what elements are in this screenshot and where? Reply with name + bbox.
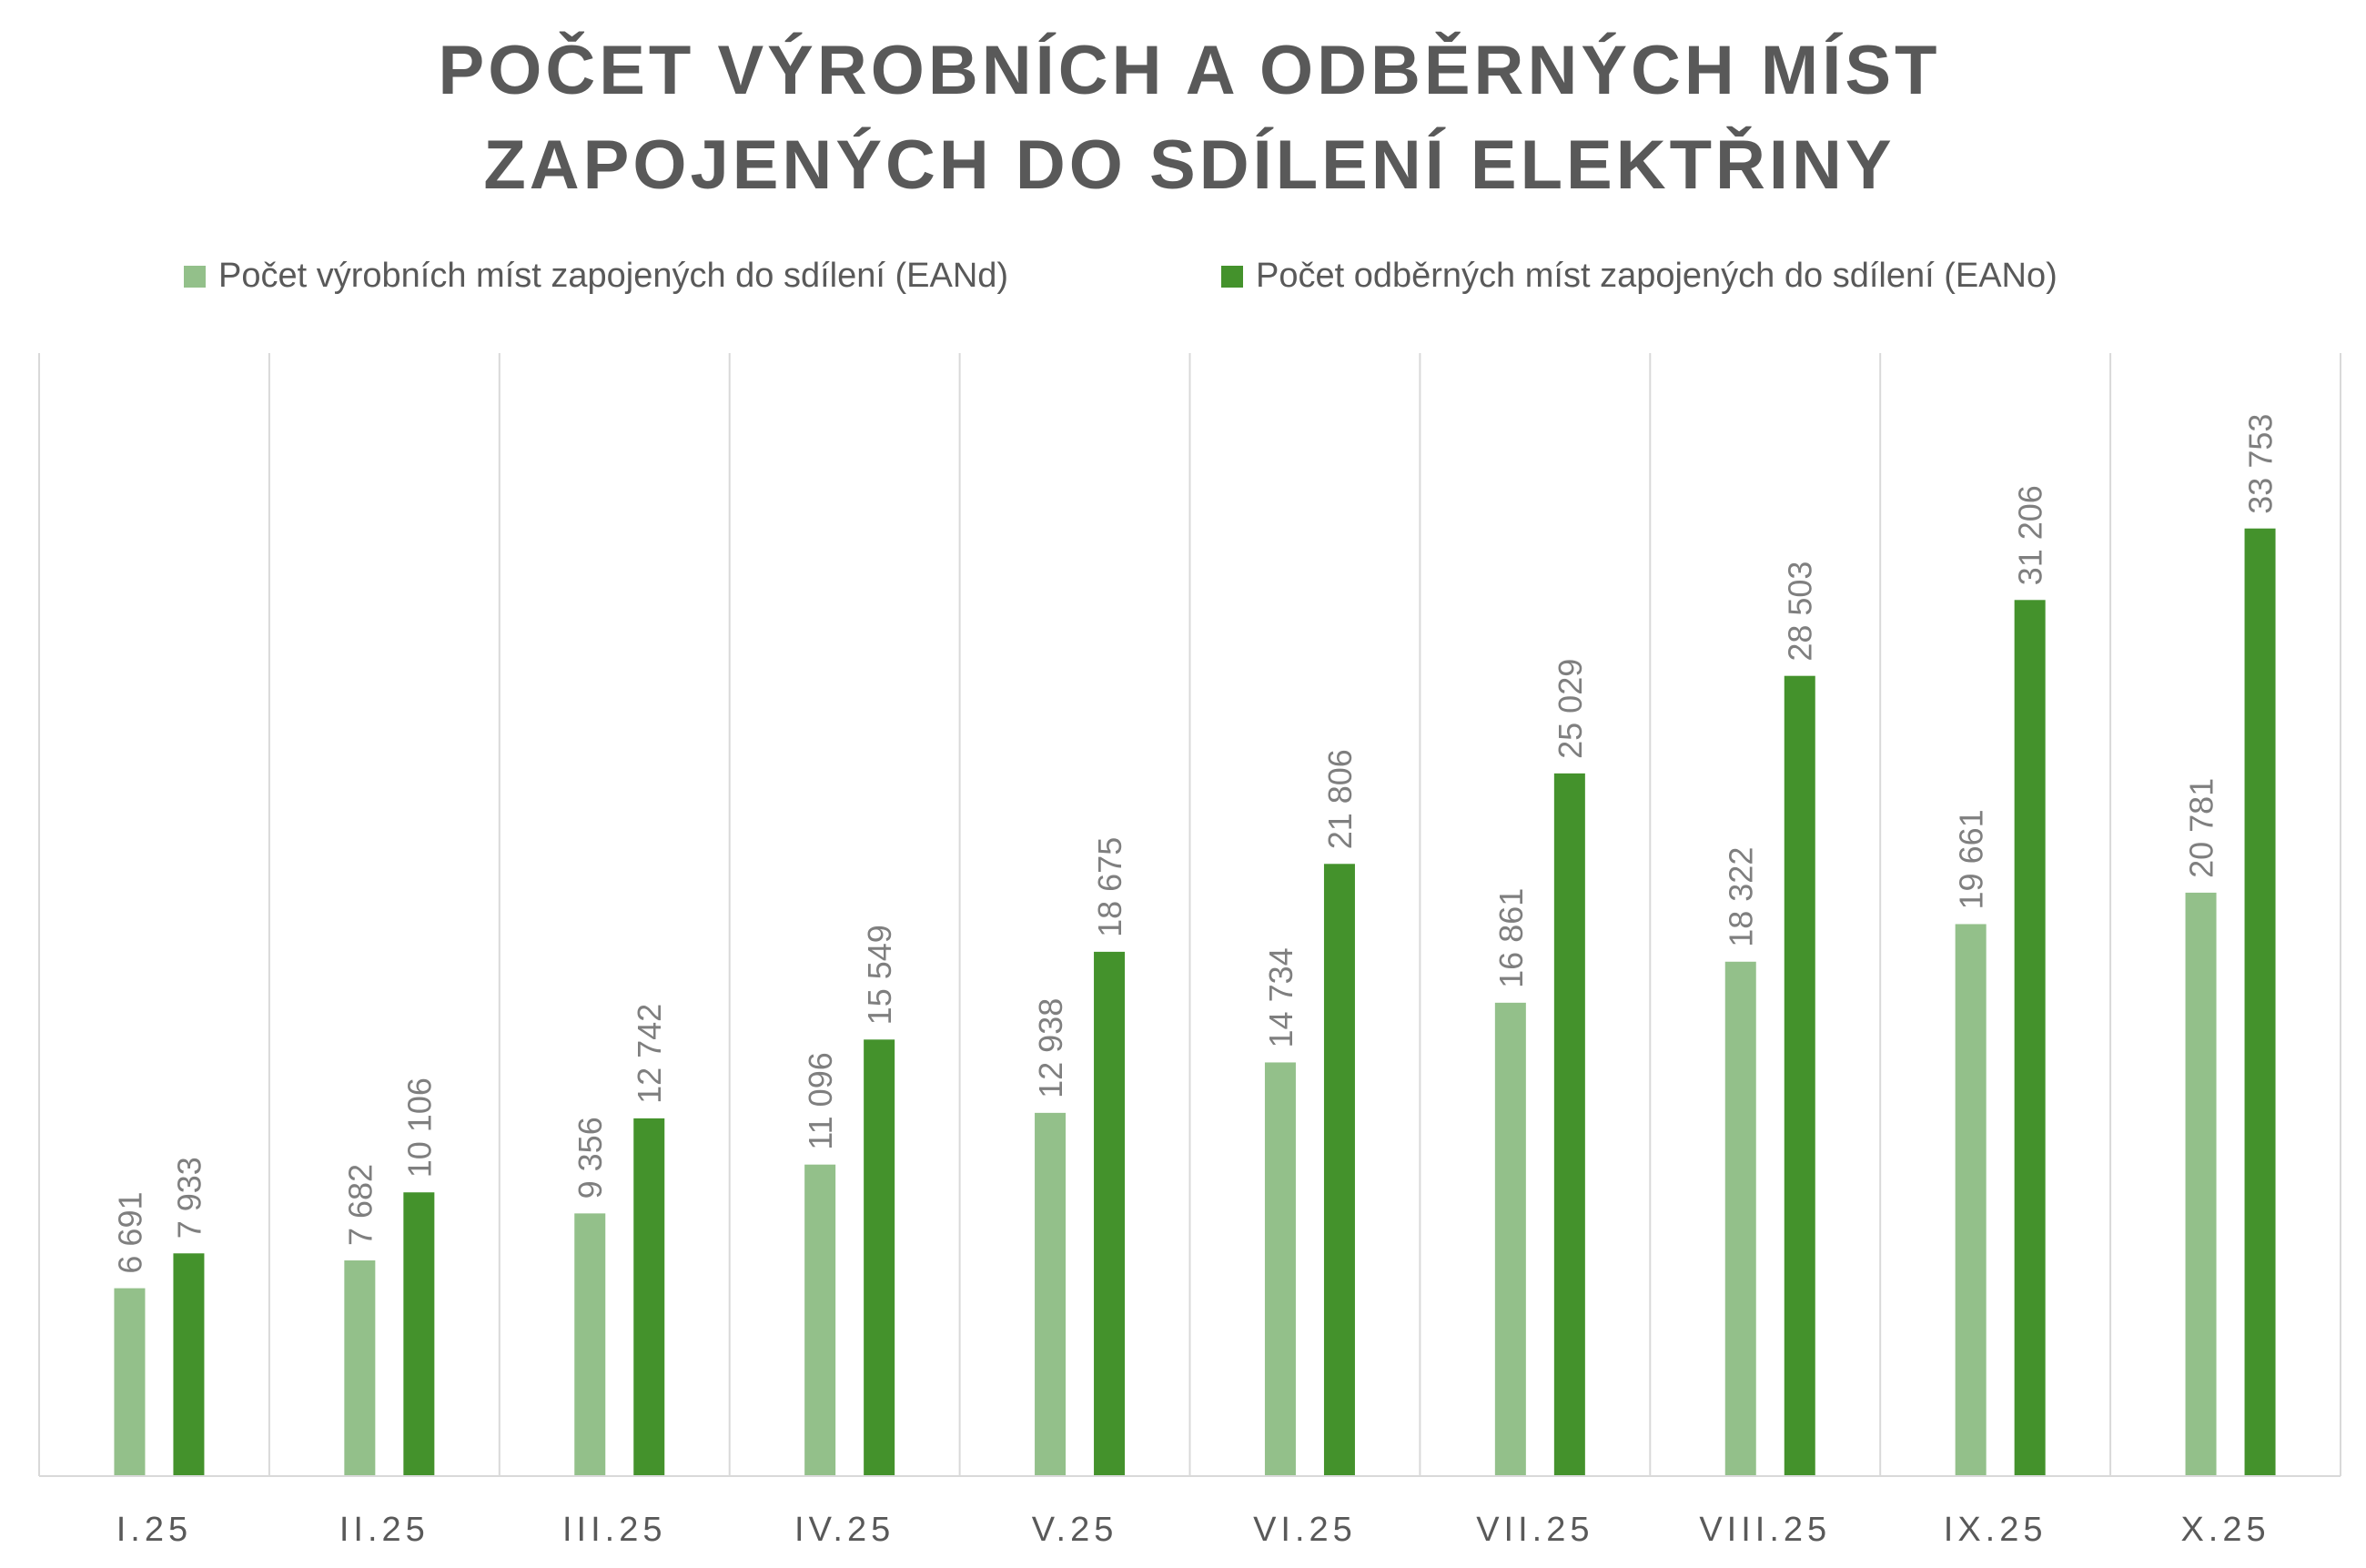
x-tick-label: VI.25 [1253, 1511, 1357, 1549]
data-label-eand-3: 9 356 [571, 1117, 609, 1199]
data-label-eano-8: 28 503 [1782, 561, 1819, 662]
bar-eand-7 [1494, 1002, 1526, 1476]
data-label-eand-2: 7 682 [341, 1164, 379, 1246]
bar-eano-2 [403, 1192, 435, 1476]
bar-eand-1 [114, 1288, 146, 1476]
bar-eano-8 [1784, 675, 1815, 1476]
bar-eand-9 [1955, 924, 1987, 1476]
category-gridlines [38, 353, 2341, 1476]
legend-label-eand: Počet výrobních míst zapojených do sdíle… [218, 257, 1008, 295]
bars [114, 528, 2276, 1476]
data-label-eano-2: 10 106 [400, 1077, 438, 1178]
data-label-eand-9: 19 661 [1953, 809, 1990, 909]
chart-title: POČET VÝROBNÍCH A ODBĚRNÝCH MÍST ZAPOJEN… [439, 31, 1941, 204]
legend-label-eano: Počet odběrných míst zapojených do sdíle… [1256, 257, 2058, 295]
data-label-eano-1: 7 933 [170, 1157, 207, 1239]
x-tick-label: IX.25 [1944, 1511, 2048, 1549]
x-tick-label: X.25 [2180, 1511, 2270, 1549]
bar-eano-1 [173, 1253, 205, 1476]
bar-eand-5 [1035, 1112, 1067, 1476]
x-tick-label: II.25 [339, 1511, 430, 1549]
data-label-eand-7: 16 861 [1492, 888, 1530, 988]
bar-eano-9 [2014, 600, 2046, 1476]
bar-eand-6 [1264, 1062, 1296, 1476]
x-axis-tick-labels: I.25 II.25 III.25 IV.25 V.25 VI.25 VII.25 VIII.… [116, 1511, 2270, 1549]
bar-eano-7 [1553, 773, 1585, 1476]
bar-eano-10 [2244, 528, 2276, 1476]
bar-eano-5 [1094, 951, 1126, 1476]
x-tick-label: VII.25 [1476, 1511, 1593, 1549]
data-label-eano-3: 12 742 [631, 1004, 668, 1104]
data-label-eand-10: 20 781 [2183, 778, 2220, 878]
bar-eano-6 [1323, 864, 1355, 1476]
legend-swatch-eano [1221, 266, 1243, 288]
x-tick-label: I.25 [116, 1511, 192, 1549]
data-label-eano-6: 21 806 [1321, 749, 1359, 849]
data-label-eand-1: 6 691 [111, 1191, 148, 1273]
data-labels: 6 691 7 933 7 682 10 106 9 356 12 742 11 096 15… [111, 414, 2279, 1274]
data-label-eand-6: 14 734 [1262, 947, 1299, 1047]
chart-title-line-2: ZAPOJENÝCH DO SDÍLENÍ ELEKTŘINY [483, 126, 1895, 204]
bar-eand-3 [574, 1213, 606, 1476]
x-tick-label: V.25 [1032, 1511, 1118, 1549]
data-label-eano-4: 15 549 [861, 925, 898, 1025]
data-label-eano-10: 33 753 [2242, 414, 2280, 514]
x-tick-label: VIII.25 [1699, 1511, 1831, 1549]
bar-eano-4 [864, 1039, 895, 1476]
x-tick-label: III.25 [562, 1511, 667, 1549]
x-tick-label: IV.25 [794, 1511, 895, 1549]
bar-eand-8 [1724, 961, 1756, 1476]
legend: Počet výrobních míst zapojených do sdíle… [184, 257, 2058, 295]
legend-swatch-eand [184, 266, 206, 288]
plot-area: 6 691 7 933 7 682 10 106 9 356 12 742 11 096 15… [38, 353, 2341, 1549]
data-label-eano-9: 31 206 [2012, 485, 2049, 585]
data-label-eand-8: 18 322 [1723, 847, 1760, 947]
bar-eand-2 [344, 1260, 376, 1476]
data-label-eano-7: 25 029 [1552, 659, 1589, 759]
bar-eand-4 [804, 1164, 836, 1476]
data-label-eano-5: 18 675 [1091, 837, 1128, 937]
bar-eano-3 [633, 1118, 665, 1476]
data-label-eand-4: 11 096 [802, 1052, 839, 1149]
bar-eand-10 [2185, 892, 2217, 1476]
chart-title-line-1: POČET VÝROBNÍCH A ODBĚRNÝCH MÍST [439, 31, 1941, 109]
data-label-eand-5: 12 938 [1032, 998, 1069, 1098]
